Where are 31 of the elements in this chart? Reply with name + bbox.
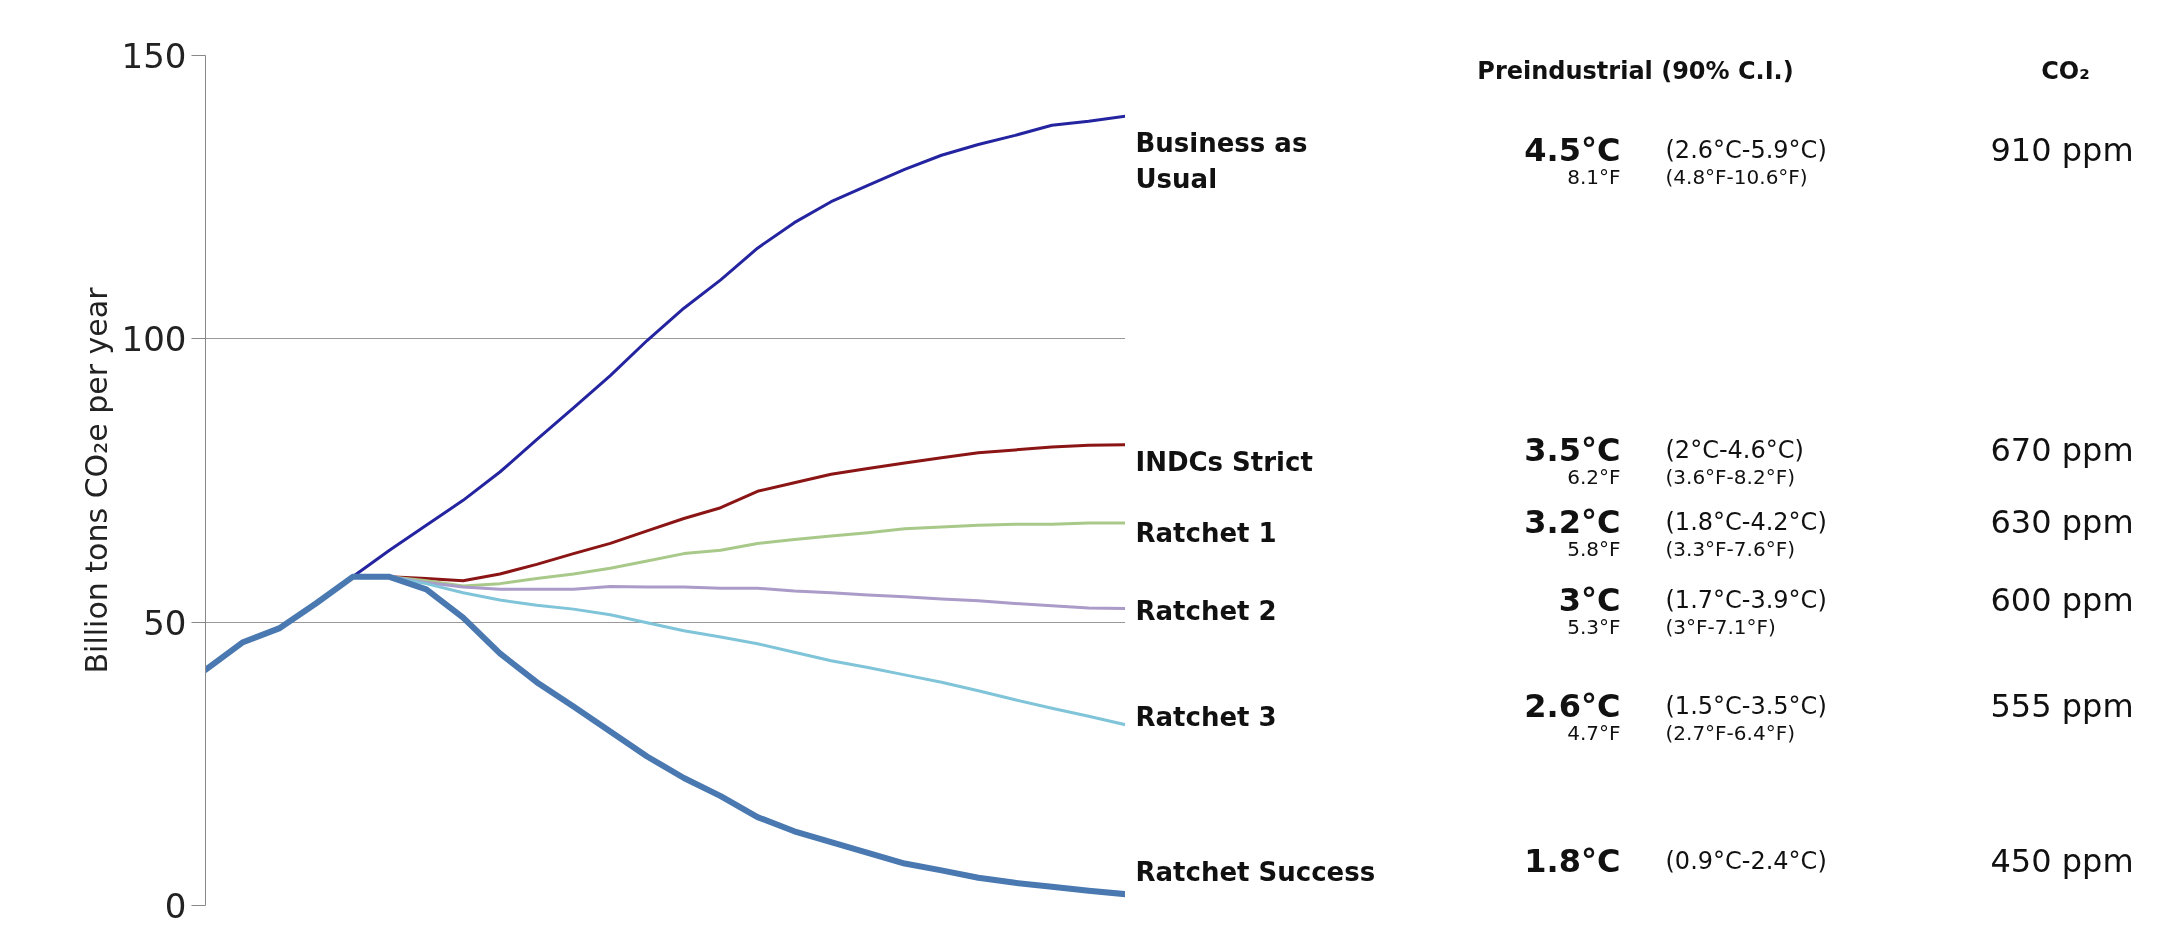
- text: (1.7°C-3.9°C): [1665, 585, 1827, 614]
- text: (3°F-7.1°F): [1665, 614, 1776, 639]
- text: (2.7°F-6.4°F): [1665, 720, 1795, 745]
- text: 630 ppm: [1990, 502, 2134, 541]
- y-tick-label: 50: [143, 602, 187, 643]
- text: (3.3°F-7.6°F): [1665, 536, 1795, 561]
- text: (1.5°C-3.5°C): [1665, 692, 1827, 721]
- series-label: Business as Usual: [1135, 128, 1308, 195]
- text: 450 ppm: [1990, 841, 2134, 880]
- y-tick-label: 0: [164, 886, 187, 926]
- series-label: Ratchet 1: [1135, 518, 1277, 549]
- text: 555 ppm: [1990, 687, 2134, 726]
- series-label: INDCs Strict: [1135, 446, 1313, 477]
- series-label: Ratchet 2: [1135, 596, 1277, 627]
- series-label: Ratchet 3: [1135, 702, 1277, 733]
- y-tick-label: 100: [121, 319, 187, 360]
- text: (1.8°C-4.2°C): [1665, 507, 1827, 536]
- text: (3.6°F-8.2°F): [1665, 465, 1795, 490]
- text: 910 ppm: [1990, 130, 2134, 169]
- series-label: Ratchet Success: [1135, 857, 1376, 888]
- text: (2°C-4.6°C): [1665, 436, 1804, 465]
- text: CO₂: [2041, 57, 2090, 86]
- text: (2.6°C-5.9°C): [1665, 135, 1827, 164]
- y-axis-title: Billion tons CO₂e per year: [78, 286, 114, 674]
- text: 600 ppm: [1990, 580, 2134, 619]
- text: (4.8°F-10.6°F): [1665, 164, 1808, 189]
- text: (0.9°C-2.4°C): [1665, 846, 1827, 875]
- text: Preindustrial (90% C.I.): [1477, 57, 1794, 86]
- y-tick-label: 150: [121, 36, 187, 76]
- text: 1.8°C: [1524, 841, 1621, 880]
- text: 670 ppm: [1990, 431, 2134, 470]
